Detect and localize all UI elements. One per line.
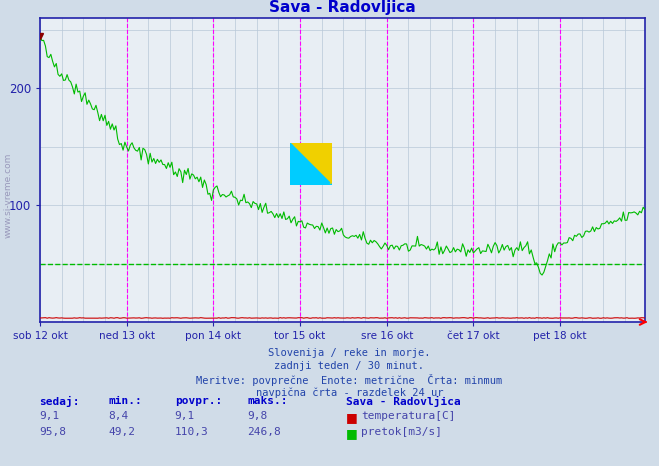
Text: 110,3: 110,3: [175, 427, 208, 437]
Text: 9,1: 9,1: [40, 411, 60, 421]
Text: povpr.:: povpr.:: [175, 396, 222, 406]
Text: 9,8: 9,8: [247, 411, 268, 421]
Text: sedaj:: sedaj:: [40, 396, 80, 407]
Text: 49,2: 49,2: [109, 427, 136, 437]
Text: 246,8: 246,8: [247, 427, 281, 437]
Polygon shape: [290, 143, 332, 185]
Text: min.:: min.:: [109, 396, 142, 406]
Text: zadnji teden / 30 minut.: zadnji teden / 30 minut.: [274, 361, 424, 371]
Text: 8,4: 8,4: [109, 411, 129, 421]
Polygon shape: [290, 143, 332, 185]
Text: ■: ■: [346, 411, 358, 425]
Title: Sava - Radovljica: Sava - Radovljica: [269, 0, 416, 15]
Text: Meritve: povprečne  Enote: metrične  Črta: minmum: Meritve: povprečne Enote: metrične Črta:…: [196, 374, 502, 386]
Text: www.si-vreme.com: www.si-vreme.com: [3, 153, 13, 239]
Text: maks.:: maks.:: [247, 396, 287, 406]
Text: pretok[m3/s]: pretok[m3/s]: [361, 427, 442, 437]
Text: ■: ■: [346, 427, 358, 440]
Polygon shape: [292, 145, 330, 183]
Text: Sava - Radovljica: Sava - Radovljica: [346, 396, 461, 407]
Text: navpična črta - razdelek 24 ur: navpična črta - razdelek 24 ur: [256, 387, 443, 397]
Text: 9,1: 9,1: [175, 411, 195, 421]
Text: 95,8: 95,8: [40, 427, 67, 437]
Polygon shape: [292, 145, 330, 183]
Text: temperatura[C]: temperatura[C]: [361, 411, 455, 421]
Text: Slovenija / reke in morje.: Slovenija / reke in morje.: [268, 348, 430, 358]
